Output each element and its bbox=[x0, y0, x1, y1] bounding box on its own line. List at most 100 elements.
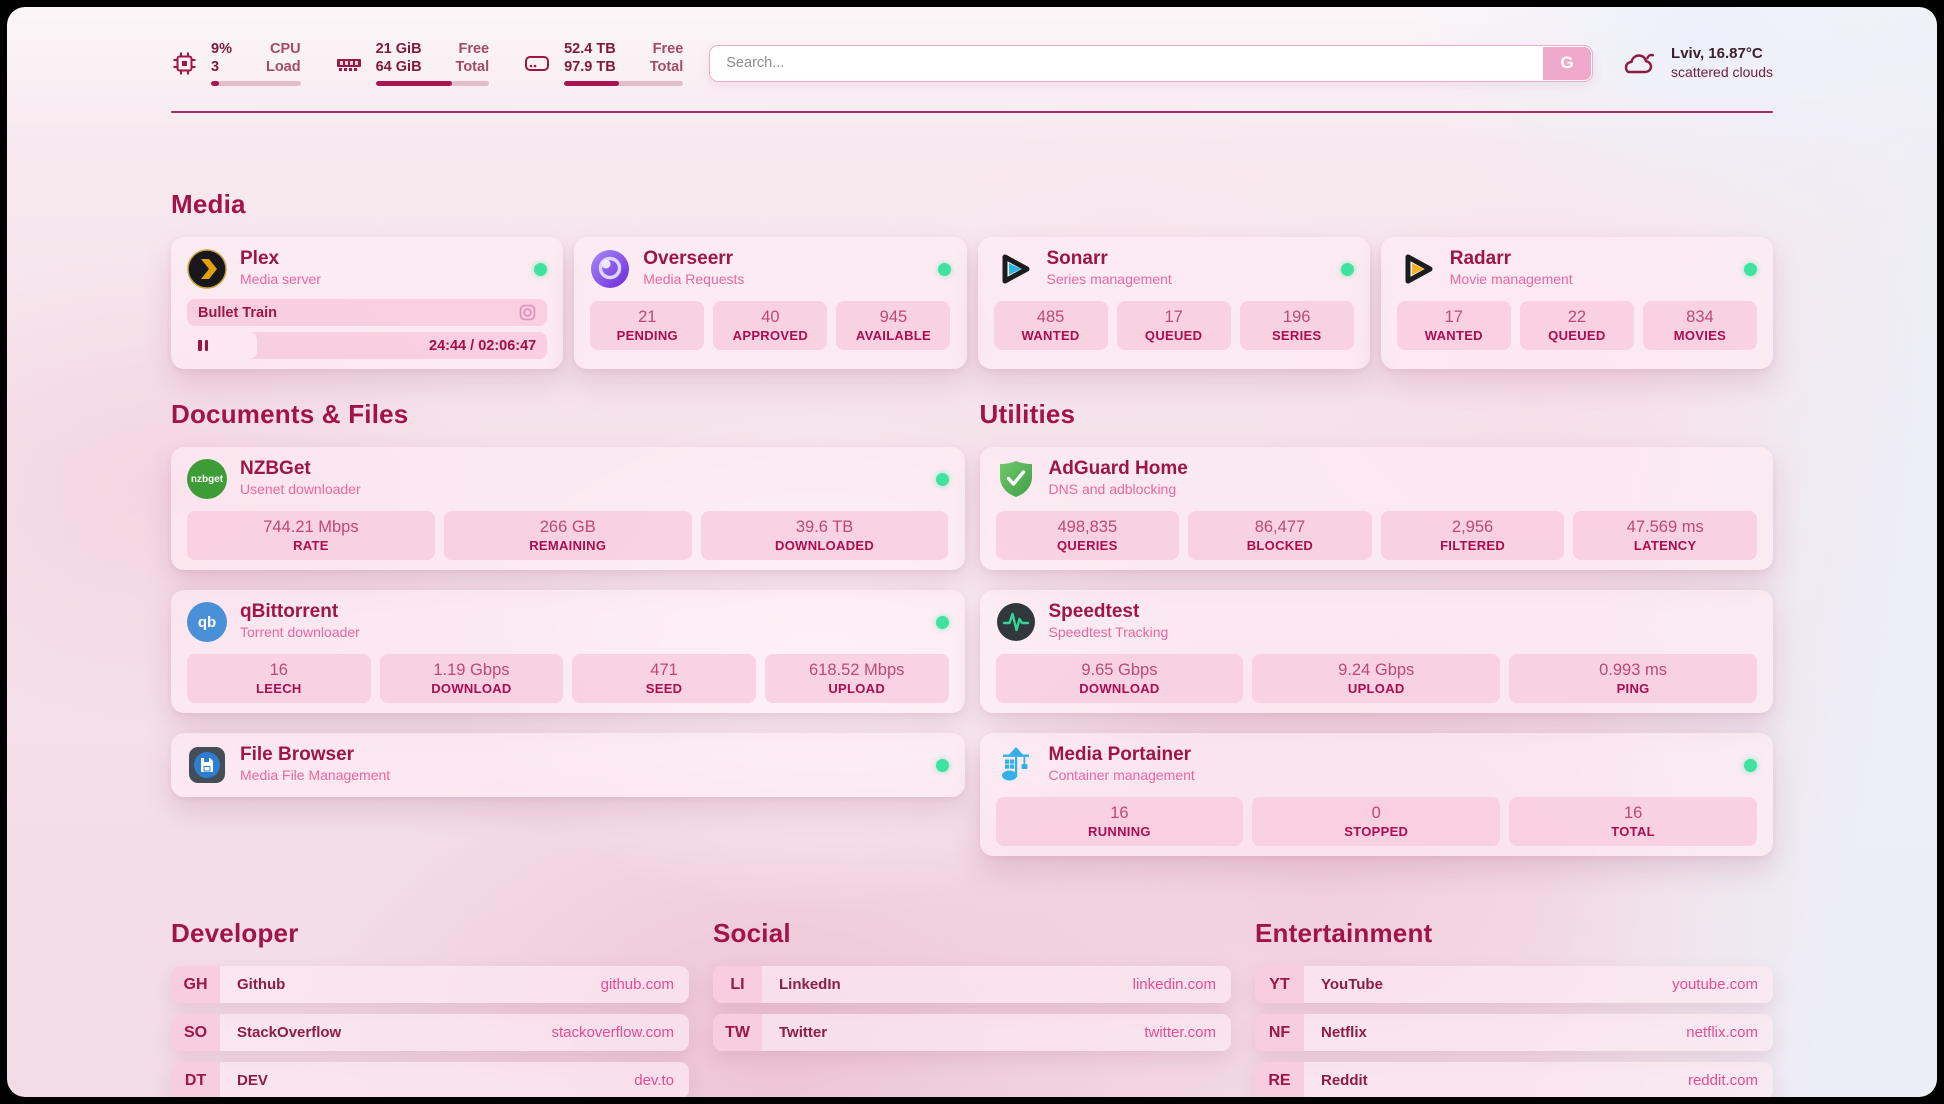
plex-now-playing: Bullet Train 24:44 / 02:06:47 bbox=[187, 299, 548, 359]
link-linkedin[interactable]: LI LinkedIn linkedin.com bbox=[713, 966, 1231, 1003]
app-subtitle: Media server bbox=[240, 271, 321, 287]
app-title: Media Portainer bbox=[1048, 744, 1192, 765]
cpu-usage-value: 9% bbox=[211, 40, 232, 57]
memory-icon bbox=[336, 58, 361, 71]
app-card-sonarr[interactable]: Sonarr Series management 485 WANTED 17 Q… bbox=[977, 237, 1370, 369]
memory-stat: 21 GiB Free 64 GiB Total bbox=[335, 41, 490, 86]
weather-widget[interactable]: Lviv, 16.87°C scattered clouds bbox=[1619, 44, 1773, 82]
cpu-load-value: 3 bbox=[211, 58, 220, 75]
memory-free-value: 21 GiB bbox=[375, 40, 422, 57]
social-column: Social LI LinkedIn linkedin.com TW Twitt… bbox=[713, 856, 1231, 1051]
app-subtitle: DNS and adblocking bbox=[1048, 481, 1177, 497]
speedtest-icon bbox=[996, 602, 1036, 642]
top-bar: 9% CPU 3 Load bbox=[171, 37, 1773, 89]
link-url: netflix.com bbox=[1686, 1024, 1758, 1041]
disk-label-1: Free bbox=[652, 40, 684, 57]
link-name: DEV bbox=[237, 1072, 268, 1089]
cpu-progress-bar bbox=[211, 80, 301, 86]
search-engine-button[interactable]: G bbox=[1543, 46, 1592, 80]
link-url: reddit.com bbox=[1687, 1072, 1758, 1089]
link-github[interactable]: GH Github github.com bbox=[171, 966, 689, 1003]
app-card-qbittorrent[interactable]: qb qBittorrent Torrent downloader 16 LEE… bbox=[171, 590, 965, 713]
link-url: linkedin.com bbox=[1132, 976, 1216, 993]
app-title: File Browser bbox=[240, 744, 355, 765]
link-tag: SO bbox=[171, 1014, 220, 1051]
documents-column: Documents & Files nzbget NZBGet Usenet d… bbox=[171, 369, 965, 856]
app-title: Sonarr bbox=[1046, 248, 1108, 269]
link-name: Twitter bbox=[779, 1024, 828, 1041]
stat-available: 945 AVAILABLE bbox=[836, 301, 951, 350]
link-stackoverflow[interactable]: SO StackOverflow stackoverflow.com bbox=[171, 1014, 689, 1051]
cast-target-icon[interactable] bbox=[519, 304, 536, 321]
app-card-overseerr[interactable]: Overseerr Media Requests 21 PENDING 40 A… bbox=[574, 237, 967, 369]
status-dot bbox=[534, 262, 548, 276]
stat-blocked: 86,477 BLOCKED bbox=[1188, 511, 1372, 560]
section-title-developer: Developer bbox=[171, 918, 299, 948]
disk-label-2: Total bbox=[649, 58, 684, 75]
app-title: Radarr bbox=[1449, 248, 1511, 269]
search-input[interactable] bbox=[709, 44, 1594, 82]
now-playing-progress-row[interactable]: 24:44 / 02:06:47 bbox=[187, 332, 548, 359]
app-subtitle: Usenet downloader bbox=[240, 481, 361, 497]
app-title: qBittorrent bbox=[240, 601, 339, 622]
stat-download: 9.65 Gbps DOWNLOAD bbox=[995, 654, 1244, 703]
status-dot bbox=[937, 262, 951, 276]
link-tag: GH bbox=[171, 966, 220, 1003]
link-url: twitter.com bbox=[1144, 1024, 1216, 1041]
overseerr-icon bbox=[590, 249, 630, 289]
link-twitter[interactable]: TW Twitter twitter.com bbox=[713, 1014, 1231, 1051]
search-bar: G bbox=[709, 44, 1594, 82]
sonarr-icon bbox=[994, 249, 1034, 289]
app-card-nzbget[interactable]: nzbget NZBGet Usenet downloader 744.21 M… bbox=[171, 447, 965, 570]
app-card-speedtest[interactable]: Speedtest Speedtest Tracking 9.65 Gbps D… bbox=[979, 590, 1773, 713]
filebrowser-icon bbox=[187, 745, 227, 785]
link-tag: LI bbox=[713, 966, 762, 1003]
portainer-icon bbox=[996, 745, 1036, 785]
disk-stat: 52.4 TB Free 97.9 TB Total bbox=[523, 40, 684, 86]
app-card-adguard[interactable]: AdGuard Home DNS and adblocking 498,835 … bbox=[979, 447, 1773, 570]
app-subtitle: Series management bbox=[1046, 271, 1172, 287]
link-url: dev.to bbox=[634, 1072, 674, 1089]
pause-icon[interactable] bbox=[198, 340, 208, 351]
scattered-clouds-icon bbox=[1624, 53, 1655, 74]
app-title: Overseerr bbox=[643, 248, 734, 269]
app-card-portainer[interactable]: Media Portainer Container management 16 … bbox=[979, 733, 1773, 856]
link-name: Netflix bbox=[1321, 1024, 1367, 1041]
link-name: StackOverflow bbox=[237, 1024, 342, 1041]
link-reddit[interactable]: RE Reddit reddit.com bbox=[1255, 1062, 1773, 1097]
plex-icon bbox=[187, 249, 227, 289]
link-netflix[interactable]: NF Netflix netflix.com bbox=[1255, 1014, 1773, 1051]
memory-progress-bar bbox=[375, 80, 490, 86]
link-tag: TW bbox=[713, 1014, 762, 1051]
stat-total: 16 TOTAL bbox=[1509, 797, 1757, 846]
status-dot bbox=[935, 472, 949, 486]
status-dot bbox=[1340, 262, 1354, 276]
link-youtube[interactable]: YT YouTube youtube.com bbox=[1255, 966, 1773, 1003]
disk-progress-bar bbox=[564, 80, 684, 86]
status-dot bbox=[1744, 262, 1757, 276]
stat-ping: 0.993 ms PING bbox=[1509, 654, 1757, 703]
cpu-label-2: Load bbox=[265, 58, 301, 75]
link-name: Github bbox=[237, 976, 286, 993]
link-tag: NF bbox=[1255, 1014, 1304, 1051]
system-stats: 9% CPU 3 Load bbox=[171, 40, 684, 86]
app-title: AdGuard Home bbox=[1048, 458, 1188, 479]
section-title-entertainment: Entertainment bbox=[1255, 918, 1433, 948]
app-title: Plex bbox=[240, 248, 280, 269]
stat-wanted: 17 WANTED bbox=[1396, 301, 1511, 350]
app-card-plex[interactable]: Plex Media server Bullet Train bbox=[171, 237, 564, 369]
status-dot bbox=[935, 615, 949, 629]
section-title-media: Media bbox=[171, 189, 246, 219]
cpu-label-1: CPU bbox=[269, 40, 301, 57]
app-card-filebrowser[interactable]: File Browser Media File Management bbox=[171, 733, 965, 797]
status-dot bbox=[935, 758, 949, 772]
qbittorrent-icon: qb bbox=[187, 602, 227, 642]
link-name: Reddit bbox=[1321, 1072, 1368, 1089]
app-card-radarr[interactable]: Radarr Movie management 17 WANTED 22 QUE… bbox=[1380, 237, 1773, 369]
header-divider bbox=[171, 111, 1773, 113]
link-name: YouTube bbox=[1321, 976, 1383, 993]
now-playing-title: Bullet Train bbox=[198, 304, 277, 321]
cpu-stat: 9% CPU 3 Load bbox=[171, 41, 301, 86]
app-title: NZBGet bbox=[240, 458, 311, 479]
link-dev[interactable]: DT DEV dev.to bbox=[171, 1062, 689, 1097]
